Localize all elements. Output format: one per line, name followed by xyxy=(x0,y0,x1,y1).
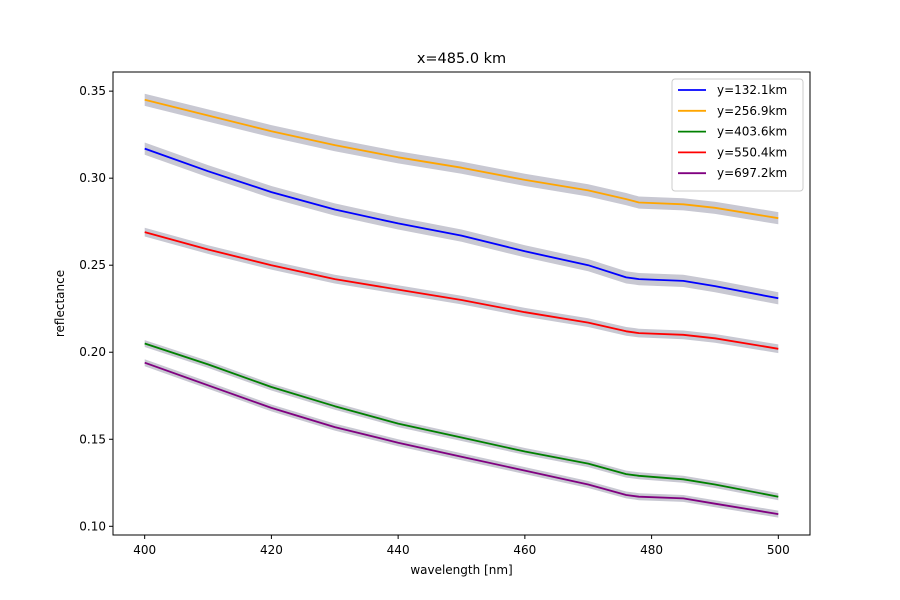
y-tick-label: 0.20 xyxy=(79,345,106,359)
y-tick-label: 0.10 xyxy=(79,519,106,533)
legend-entry-label: y=132.1km xyxy=(717,83,787,97)
y-tick-label: 0.35 xyxy=(79,84,106,98)
series-line xyxy=(144,361,779,515)
y-axis-label: reflectance xyxy=(53,270,67,337)
legend-entry-label: y=697.2km xyxy=(717,166,787,180)
uncertainty-band xyxy=(144,359,779,518)
legend-entry-label: y=550.4km xyxy=(717,145,787,159)
x-tick-label: 440 xyxy=(387,543,410,557)
y-tick-label: 0.15 xyxy=(79,432,106,446)
x-axis-ticks: 400 420 440 460 480 500 xyxy=(133,535,790,557)
series-line xyxy=(144,342,779,498)
plot-frame xyxy=(112,71,811,536)
chart-title: x=485.0 km xyxy=(417,51,506,67)
legend-entry-label: y=403.6km xyxy=(717,125,787,139)
legend-box xyxy=(671,78,804,192)
x-tick-label: 420 xyxy=(260,543,283,557)
x-tick-label: 500 xyxy=(767,543,790,557)
x-tick-label: 400 xyxy=(133,543,156,557)
x-tick-label: 460 xyxy=(513,543,536,557)
x-axis-label: wavelength [nm] xyxy=(410,563,512,577)
x-tick-label: 480 xyxy=(640,543,663,557)
uncertainty-band xyxy=(144,227,779,354)
y-axis-ticks: 0.10 0.15 0.20 0.25 0.30 0.35 xyxy=(79,84,113,533)
legend: y=132.1km y=256.9km y=403.6km y=550.4km y=69… xyxy=(671,78,804,192)
legend-entry-label: y=256.9km xyxy=(717,104,787,118)
y-tick-label: 0.25 xyxy=(79,258,106,272)
series-lines xyxy=(144,98,779,515)
series-line xyxy=(144,231,779,350)
uncertainty-band xyxy=(144,142,779,305)
y-tick-label: 0.30 xyxy=(79,171,106,185)
series-line xyxy=(144,98,779,220)
uncertainty-band xyxy=(144,93,779,225)
series-line xyxy=(144,147,779,300)
